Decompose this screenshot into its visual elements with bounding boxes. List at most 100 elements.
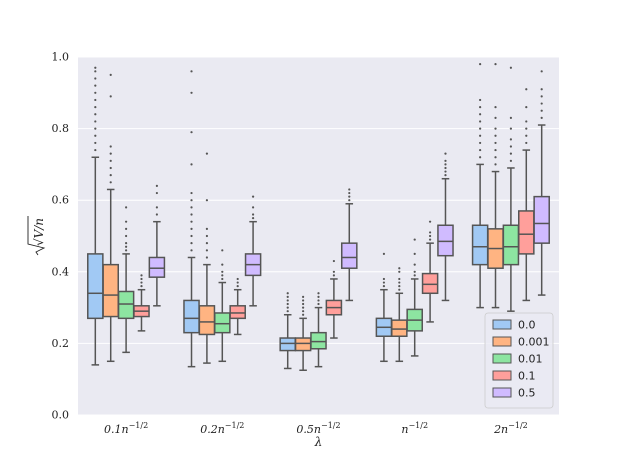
flier-point xyxy=(94,127,97,130)
flier-point xyxy=(109,73,112,76)
y-tick-label: 0.4 xyxy=(52,265,70,278)
flier-point xyxy=(428,231,432,234)
x-axis-label: λ xyxy=(314,435,323,449)
box-iqr xyxy=(279,337,297,352)
flier-point xyxy=(525,88,528,91)
flier-point xyxy=(205,256,209,259)
box-iqr xyxy=(148,256,166,278)
flier-point xyxy=(348,195,351,198)
flier-point xyxy=(494,63,497,66)
flier-point xyxy=(109,152,112,155)
flier-point xyxy=(348,199,351,202)
flier-point xyxy=(398,267,401,270)
flier-point xyxy=(140,281,143,284)
flier-point xyxy=(317,295,320,298)
box-0.1-1 xyxy=(229,277,246,336)
flier-point xyxy=(525,141,528,145)
flier-point xyxy=(190,163,193,166)
x-tick-label: 0.5n−1/2 xyxy=(296,421,340,436)
legend-label: 0.0 xyxy=(518,319,536,332)
flier-point xyxy=(155,206,158,209)
flier-point xyxy=(525,127,528,130)
box-iqr xyxy=(421,272,439,295)
y-axis-label-text: √V/n xyxy=(32,218,46,246)
box-0.5-2 xyxy=(340,188,358,302)
flier-point xyxy=(509,152,512,155)
flier-point xyxy=(140,274,143,277)
flier-point xyxy=(494,141,497,145)
y-tick-label: 0.8 xyxy=(52,122,70,135)
flier-point xyxy=(302,299,305,302)
flier-point xyxy=(251,217,255,220)
x-tick-label: n−1/2 xyxy=(401,421,428,436)
flier-point xyxy=(190,213,193,216)
legend-swatch xyxy=(492,319,512,330)
flier-point xyxy=(286,306,289,309)
legend-label: 0.01 xyxy=(518,353,543,366)
flier-point xyxy=(109,181,112,184)
legend-item-0.1: 0.1 xyxy=(492,370,536,383)
legend-label: 0.1 xyxy=(518,370,536,383)
flier-point xyxy=(348,191,351,195)
box-0.01-1 xyxy=(214,249,231,363)
flier-point xyxy=(540,95,543,98)
flier-point xyxy=(94,113,97,116)
flier-point xyxy=(398,288,401,291)
flier-point xyxy=(251,213,255,216)
flier-point xyxy=(382,281,386,284)
flier-point xyxy=(286,302,289,306)
flier-point xyxy=(286,299,289,302)
flier-point xyxy=(317,302,320,306)
flier-point xyxy=(494,156,497,159)
flier-point xyxy=(428,234,432,238)
flier-point xyxy=(317,299,320,302)
box-0.1-2 xyxy=(325,259,343,339)
flier-point xyxy=(125,227,128,230)
box-iqr xyxy=(294,337,312,352)
box-iqr xyxy=(517,210,535,255)
flier-point xyxy=(540,116,543,119)
legend-item-0.01: 0.01 xyxy=(492,353,543,366)
flier-point xyxy=(221,249,224,252)
flier-point xyxy=(317,292,320,295)
flier-point xyxy=(155,213,158,216)
legend: 0.0 0.001 0.01 0.1 0.5 xyxy=(484,312,554,409)
legend-item-0.0: 0.0 xyxy=(492,319,536,332)
flier-point xyxy=(382,277,386,281)
flier-point xyxy=(540,88,543,91)
flier-point xyxy=(190,227,193,230)
sqrt-radical xyxy=(27,216,46,256)
box-0.001-0 xyxy=(102,73,120,363)
box-0.5-1 xyxy=(244,195,262,307)
flier-point xyxy=(509,145,512,148)
flier-point xyxy=(109,174,112,177)
x-tick-label: 0.1n−1/2 xyxy=(104,421,148,436)
flier-point xyxy=(94,66,97,69)
flier-point xyxy=(509,116,512,119)
x-tick-label: 0.2n−1/2 xyxy=(200,421,244,436)
box-iqr xyxy=(229,305,246,320)
flier-point xyxy=(479,120,482,123)
flier-point xyxy=(332,270,335,273)
flier-point xyxy=(205,242,209,245)
flier-point xyxy=(94,148,97,152)
box-0.0-0 xyxy=(87,66,104,366)
flier-point xyxy=(413,274,416,277)
flier-point xyxy=(94,106,97,109)
flier-point xyxy=(236,281,239,284)
flier-point xyxy=(494,127,497,130)
flier-point xyxy=(494,134,497,137)
flier-point xyxy=(190,191,193,195)
flier-point xyxy=(494,116,497,119)
flier-point xyxy=(190,234,193,238)
flier-point xyxy=(479,113,482,116)
flier-point xyxy=(205,234,209,238)
flier-point xyxy=(221,270,224,273)
flier-point xyxy=(125,242,128,245)
box-iqr xyxy=(533,195,550,244)
box-iqr xyxy=(391,319,408,337)
flier-point xyxy=(125,206,128,209)
flier-point xyxy=(428,238,432,241)
box-0.001-4 xyxy=(487,63,504,309)
box-iqr xyxy=(471,224,489,266)
